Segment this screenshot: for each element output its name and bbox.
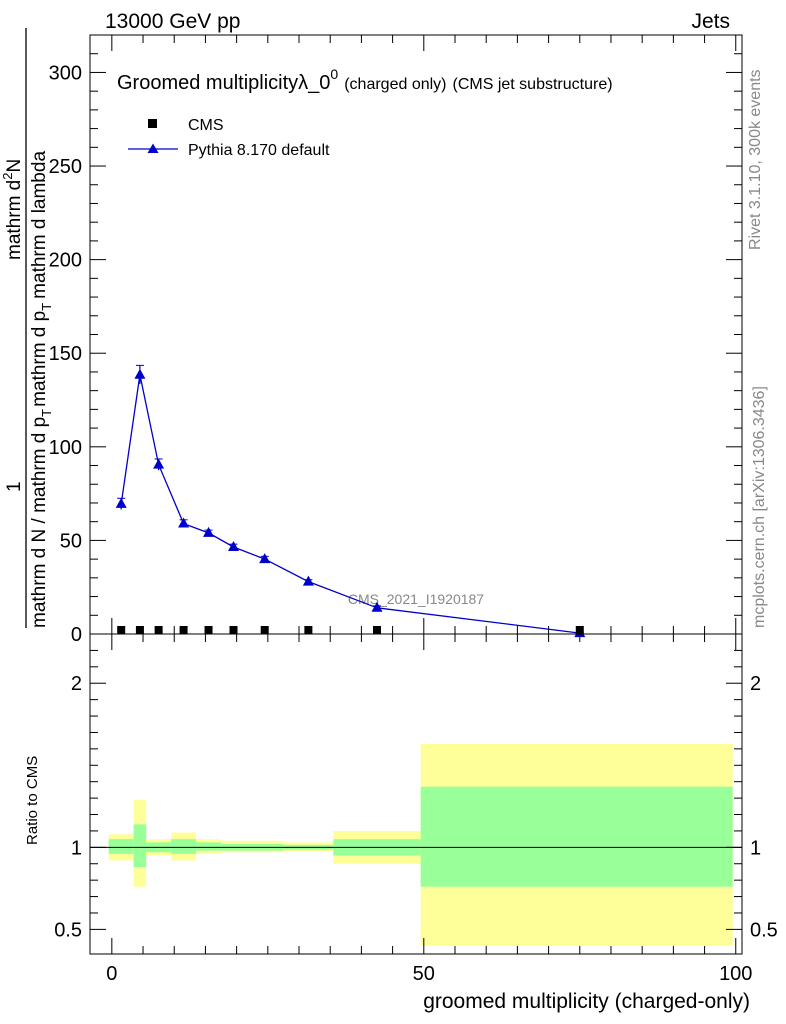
pythia-point	[259, 553, 271, 564]
y-tick-label: 250	[49, 156, 82, 178]
ratio-y-tick-label: 1	[71, 837, 82, 859]
legend-pythia-label: Pythia 8.170 default	[188, 142, 330, 159]
ratio-bands	[108, 743, 733, 946]
plot-title-sup: 0	[330, 66, 338, 82]
ratio-y-tick-label: 2	[71, 673, 82, 695]
ratio-band-inner	[196, 842, 222, 851]
ratio-plot: 0.5 0.5 1 1 2 2 0 50 100 Ratio to CMS groomed mu…	[24, 633, 778, 1013]
pythia-point	[228, 540, 240, 551]
ratio-y-tick-label-right: 2	[750, 673, 761, 695]
pythia-point	[302, 575, 314, 586]
cms-point	[117, 626, 126, 634]
y-tick-label: 100	[49, 437, 82, 459]
x-tick-label: 0	[106, 963, 117, 985]
ratio-y-tick-label: 0.5	[54, 919, 82, 941]
cms-point	[204, 626, 213, 634]
cms-point	[373, 626, 382, 634]
pythia-point	[203, 526, 215, 537]
legend-cms-label: CMS	[188, 117, 224, 134]
ylabel-denominator: mathrm d N / mathrm d pTmathrm d pTmathr…	[29, 151, 54, 628]
legend-cms-marker	[148, 119, 157, 128]
y-tick-label: 300	[49, 62, 82, 84]
ylabel-den-sub2: T	[39, 303, 54, 311]
ratio-ylabel: Ratio to CMS	[24, 756, 41, 845]
ratio-band-inner	[420, 786, 733, 887]
main-marks	[115, 364, 586, 638]
cms-point	[179, 626, 188, 634]
cms-point	[154, 626, 163, 634]
y-tick-label: 50	[60, 530, 82, 552]
ylabel-den-b: mathrm d p	[29, 311, 50, 407]
ratio-band-inner	[133, 824, 147, 868]
cms-point	[575, 626, 584, 634]
ratio-y-tick-label-right: 0.5	[750, 919, 778, 941]
cms-point	[260, 626, 269, 634]
pythia-point	[371, 601, 383, 612]
legend: CMS Pythia 8.170 default	[128, 117, 330, 159]
plot-title-tail: (CMS jet substructure)	[453, 76, 613, 93]
plot-title: Groomed multiplicityλ_00 (charged only) (C…	[117, 66, 613, 94]
ylabel-line1: 1	[4, 481, 25, 492]
ylabel-num-sup: 2	[0, 173, 15, 180]
plot-watermark: CMS_2021_I1920187	[348, 591, 484, 607]
pythia-point	[178, 517, 190, 528]
pythia-line	[120, 374, 580, 634]
ylabel-den-sub: T	[39, 409, 54, 417]
pythia-point	[115, 497, 127, 508]
x-tick-label: 100	[719, 963, 752, 985]
plot-title-lambda: λ_0	[298, 72, 330, 94]
main-ylabel: 1 mathrm d2N mathrm d N / mathrm d pTmat…	[0, 28, 54, 628]
main-plot: 0 50 100 150 200 250 300 CMS_2021_I1920187 Gro…	[0, 28, 743, 646]
header-category: Jets	[691, 10, 730, 33]
ratio-frame	[89, 633, 743, 955]
ratio-y-tick-label-right: 1	[750, 837, 761, 859]
ylabel-numerator: mathrm d2N	[0, 159, 25, 260]
ratio-band-inner	[171, 839, 197, 854]
plot-title-small: (charged only)	[344, 76, 446, 93]
pythia-point	[134, 368, 146, 379]
rivet-label: Rivet 3.1.10, 300k events	[747, 69, 764, 250]
cms-point	[304, 626, 313, 634]
x-tick-label: 50	[413, 963, 435, 985]
ylabel-den-a: mathrm d N / mathrm d p	[29, 417, 50, 628]
y-tick-label: 0	[71, 624, 82, 646]
ylabel-num-a: mathrm d	[4, 180, 25, 260]
header-energy: 13000 GeV pp	[105, 10, 240, 33]
cms-point	[229, 626, 238, 634]
legend-pythia-marker	[147, 143, 159, 153]
ratio-axes: 0.5 0.5 1 1 2 2 0 50 100	[54, 633, 778, 985]
cms-point	[135, 626, 144, 634]
ratio-band-inner	[108, 839, 134, 854]
pythia-point	[153, 458, 165, 469]
mcplots-label: mcplots.cern.ch [arXiv:1306.3436]	[751, 386, 768, 628]
plot-title-main: Groomed multiplicity	[117, 72, 298, 94]
main-axes: 0 50 100 150 200 250 300	[49, 34, 742, 646]
y-tick-label: 150	[49, 343, 82, 365]
ylabel-den-c: mathrm d lambda	[29, 151, 50, 299]
y-tick-label: 200	[49, 250, 82, 272]
x-axis-label: groomed multiplicity (charged-only)	[423, 990, 750, 1013]
ylabel-num-b: N	[4, 159, 25, 173]
